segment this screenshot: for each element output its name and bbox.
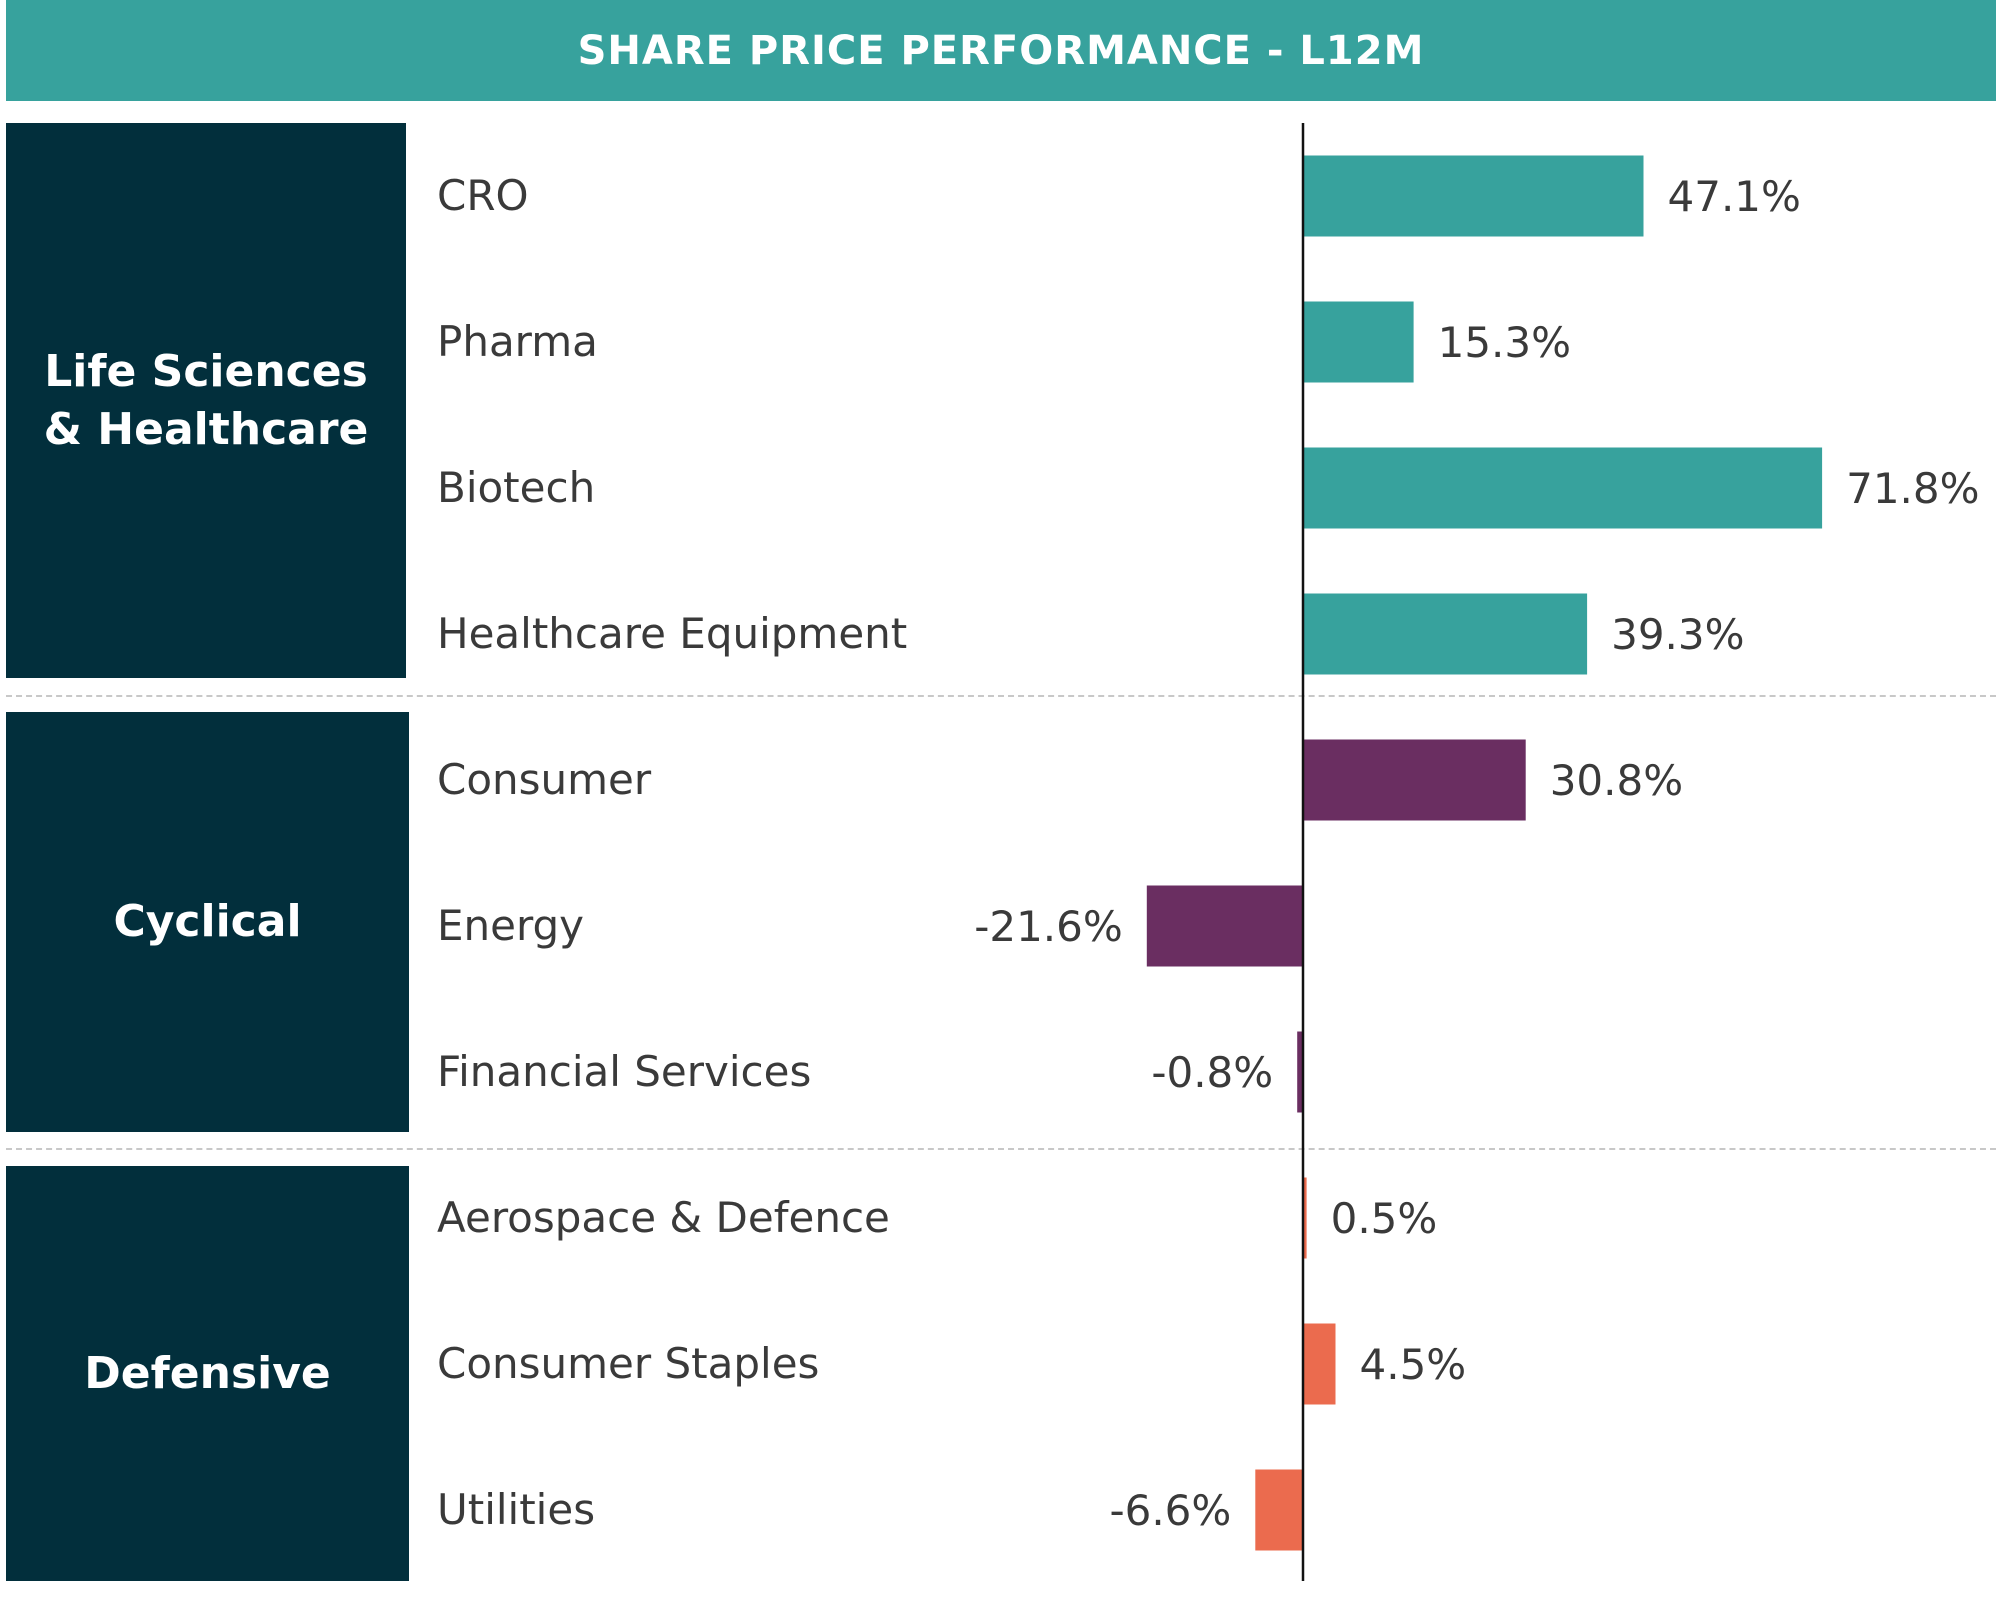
data-label-energy: -21.6% [974, 902, 1123, 951]
bar-aerospace-defence [1303, 1177, 1307, 1259]
category-label-financial-services: Financial Services [437, 1047, 812, 1096]
bar-consumer [1303, 739, 1526, 821]
category-label-consumer-staples: Consumer Staples [437, 1339, 820, 1388]
data-label-aerospace-defence: 0.5% [1331, 1194, 1438, 1243]
bar-energy [1146, 885, 1303, 967]
data-label-financial-services: -0.8% [1151, 1048, 1273, 1097]
bar-utilities [1255, 1469, 1303, 1551]
category-label-pharma: Pharma [437, 317, 598, 366]
bar-healthcare-equipment [1303, 593, 1588, 675]
data-label-utilities: -6.6% [1109, 1486, 1231, 1535]
bar-financial-services [1297, 1031, 1303, 1113]
chart-title-banner: SHARE PRICE PERFORMANCE - L12M [6, 0, 1996, 101]
group-label-cyclical: Cyclical [6, 712, 409, 1132]
bar-biotech [1303, 447, 1823, 529]
category-label-cro: CRO [437, 171, 529, 220]
group-label-life-sciences-healthcare: Life Sciences & Healthcare [6, 123, 406, 678]
bars-layer: 47.1% 15.3% 71.8% 39.3% 30.8% -21.6% -0.8% 0.5%… [974, 155, 1980, 1551]
data-label-healthcare-equipment: 39.3% [1611, 610, 1744, 659]
data-label-cro: 47.1% [1668, 172, 1801, 221]
category-label-consumer: Consumer [437, 755, 652, 804]
category-label-healthcare-equipment: Healthcare Equipment [437, 609, 908, 658]
data-label-pharma: 15.3% [1438, 318, 1571, 367]
data-label-consumer-staples: 4.5% [1360, 1340, 1467, 1389]
group-separator [6, 695, 1996, 697]
group-name: Life Sciences & Healthcare [43, 345, 369, 455]
bar-cro [1303, 155, 1644, 237]
chart-title: SHARE PRICE PERFORMANCE - L12M [577, 27, 1425, 74]
data-label-biotech: 71.8% [1846, 464, 1979, 513]
bar-pharma [1303, 301, 1414, 383]
group-label-defensive: Defensive [6, 1166, 409, 1581]
category-label-aerospace-defence: Aerospace & Defence [437, 1193, 890, 1242]
group-name: Cyclical [113, 896, 302, 947]
group-name: Defensive [84, 1347, 331, 1399]
category-label-biotech: Biotech [437, 463, 596, 512]
category-label-utilities: Utilities [437, 1485, 596, 1534]
bar-consumer-staples [1303, 1323, 1336, 1405]
category-label-energy: Energy [437, 901, 585, 950]
group-separator [6, 1148, 1996, 1150]
data-label-consumer: 30.8% [1550, 756, 1683, 805]
